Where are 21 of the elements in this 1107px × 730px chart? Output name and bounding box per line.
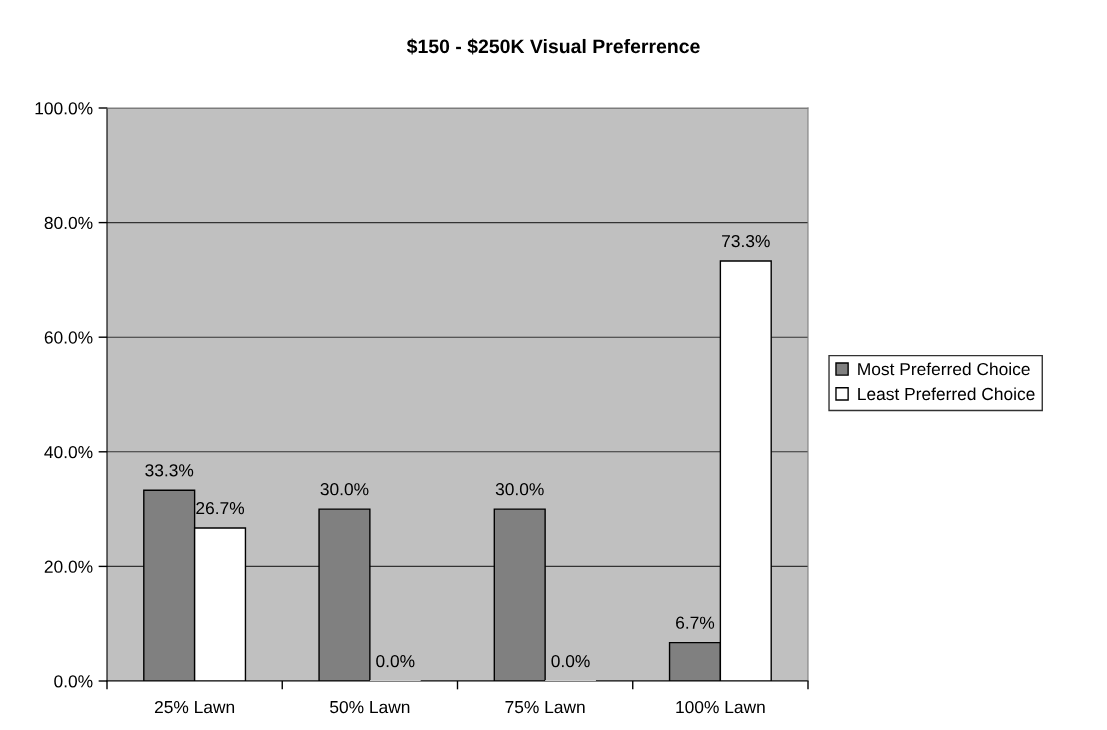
chart-title: $150 - $250K Visual Preferrence [406, 38, 700, 55]
x-tick-label: 100% Lawn [676, 700, 765, 714]
legend-label: Least Preferred Choice [858, 387, 1035, 401]
x-tick-label: 50% Lawn [330, 700, 410, 714]
data-label: 0.0% [551, 654, 590, 668]
data-label: 73.3% [722, 234, 770, 248]
y-tick-label: 0.0% [54, 675, 93, 688]
y-tick-label: 60.0% [44, 331, 93, 344]
data-label: 30.0% [495, 483, 544, 496]
x-tick-label: 25% Lawn [154, 700, 235, 714]
y-tick-label: 20.0% [44, 560, 93, 573]
data-label: 0.0% [376, 654, 415, 668]
y-tick-label: 80.0% [44, 216, 93, 230]
y-tick-label: 40.0% [44, 445, 93, 459]
data-label: 6.7% [676, 616, 715, 629]
legend-label: Most Preferred Choice [858, 362, 1030, 376]
data-label: 26.7% [196, 501, 245, 515]
x-tick-label: 75% Lawn [505, 700, 585, 714]
data-label: 33.3% [145, 464, 194, 477]
data-label: 30.0% [320, 483, 369, 496]
y-tick-label: 100.0% [35, 102, 93, 115]
